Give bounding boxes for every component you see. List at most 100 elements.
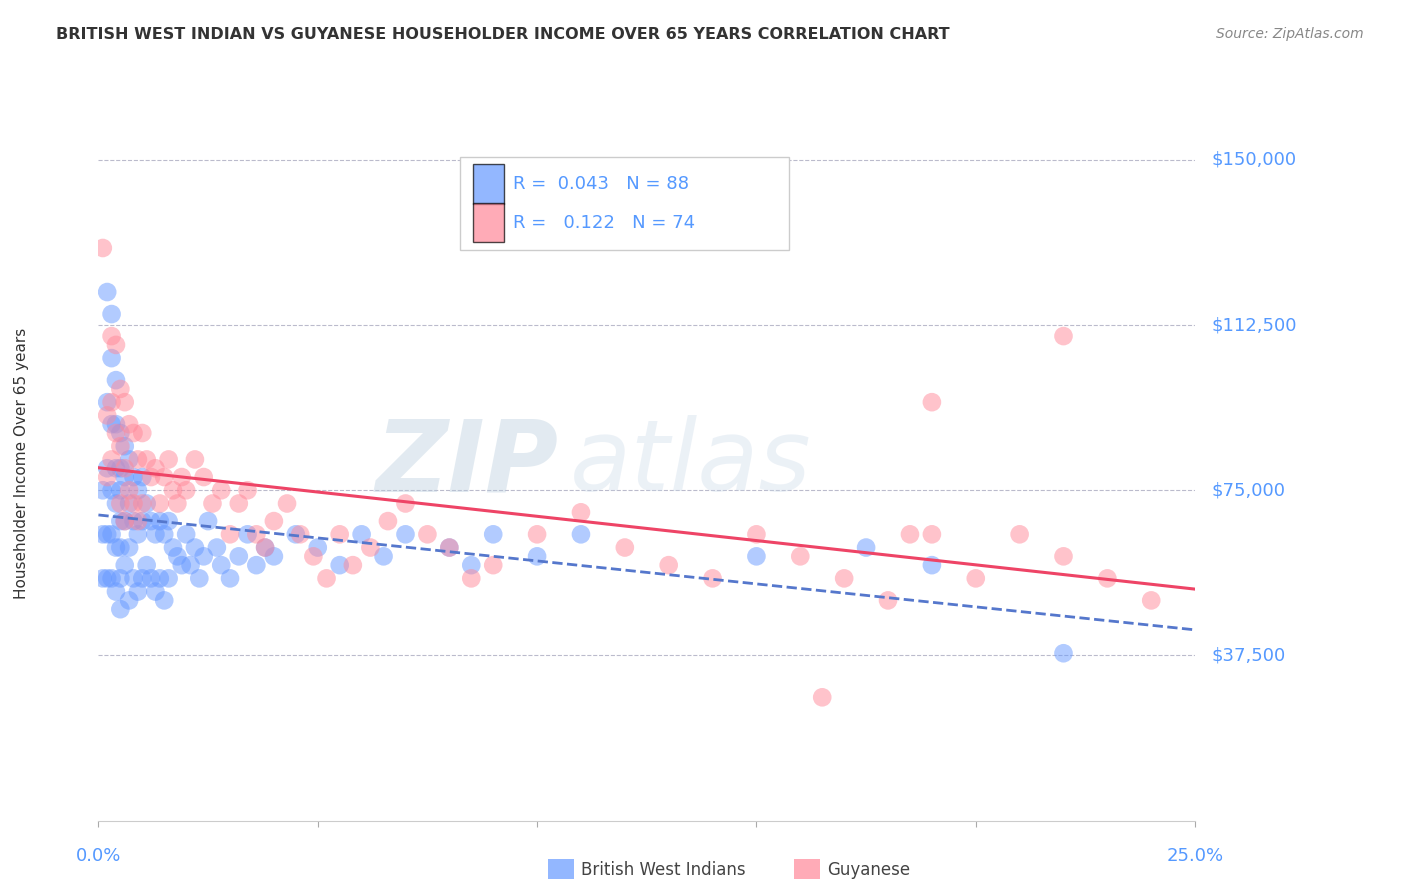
- British West Indians: [127, 483, 149, 498]
- Guyanese: [1052, 329, 1074, 343]
- British West Indians: [482, 527, 505, 541]
- Guyanese: [245, 527, 267, 541]
- British West Indians: [127, 527, 149, 541]
- British West Indians: [284, 527, 307, 541]
- British West Indians: [149, 514, 172, 528]
- Guyanese: [228, 496, 250, 510]
- British West Indians: [394, 527, 416, 541]
- Guyanese: [114, 514, 136, 528]
- Guyanese: [1097, 571, 1119, 585]
- British West Indians: [254, 541, 277, 555]
- Guyanese: [153, 470, 176, 484]
- Guyanese: [110, 382, 132, 396]
- Guyanese: [131, 496, 153, 510]
- British West Indians: [110, 571, 132, 585]
- British West Indians: [104, 541, 127, 555]
- FancyBboxPatch shape: [474, 164, 505, 203]
- Guyanese: [569, 505, 592, 519]
- British West Indians: [153, 527, 176, 541]
- Guyanese: [118, 483, 141, 498]
- British West Indians: [209, 558, 232, 573]
- Guyanese: [114, 395, 136, 409]
- British West Indians: [921, 558, 943, 573]
- British West Indians: [122, 514, 145, 528]
- Text: BRITISH WEST INDIAN VS GUYANESE HOUSEHOLDER INCOME OVER 65 YEARS CORRELATION CHA: BRITISH WEST INDIAN VS GUYANESE HOUSEHOL…: [56, 27, 950, 42]
- Guyanese: [170, 470, 193, 484]
- British West Indians: [91, 571, 114, 585]
- British West Indians: [118, 496, 141, 510]
- British West Indians: [373, 549, 395, 564]
- Guyanese: [832, 571, 855, 585]
- British West Indians: [245, 558, 267, 573]
- Guyanese: [329, 527, 352, 541]
- Guyanese: [359, 541, 381, 555]
- Guyanese: [100, 329, 122, 343]
- Guyanese: [162, 483, 184, 498]
- Text: $75,000: $75,000: [1212, 482, 1286, 500]
- Text: Source: ZipAtlas.com: Source: ZipAtlas.com: [1216, 27, 1364, 41]
- British West Indians: [329, 558, 352, 573]
- Guyanese: [898, 527, 921, 541]
- Guyanese: [416, 527, 439, 541]
- British West Indians: [145, 527, 167, 541]
- British West Indians: [110, 541, 132, 555]
- Guyanese: [201, 496, 224, 510]
- Guyanese: [174, 483, 197, 498]
- British West Indians: [91, 483, 114, 498]
- Text: R =  0.043   N = 88: R = 0.043 N = 88: [513, 175, 689, 193]
- Guyanese: [377, 514, 399, 528]
- British West Indians: [131, 514, 153, 528]
- British West Indians: [145, 584, 167, 599]
- Guyanese: [658, 558, 681, 573]
- British West Indians: [114, 558, 136, 573]
- Guyanese: [122, 425, 145, 440]
- British West Indians: [219, 571, 242, 585]
- British West Indians: [170, 558, 193, 573]
- British West Indians: [526, 549, 548, 564]
- British West Indians: [1052, 646, 1074, 660]
- Guyanese: [104, 425, 127, 440]
- Guyanese: [921, 527, 943, 541]
- Text: 0.0%: 0.0%: [76, 847, 121, 865]
- Guyanese: [811, 690, 834, 705]
- Guyanese: [149, 496, 172, 510]
- Guyanese: [193, 470, 215, 484]
- Guyanese: [1008, 527, 1031, 541]
- Guyanese: [789, 549, 811, 564]
- British West Indians: [104, 496, 127, 510]
- British West Indians: [135, 558, 157, 573]
- British West Indians: [100, 307, 122, 321]
- British West Indians: [460, 558, 482, 573]
- British West Indians: [439, 541, 461, 555]
- Guyanese: [166, 496, 188, 510]
- Guyanese: [91, 241, 114, 255]
- Guyanese: [745, 527, 768, 541]
- Guyanese: [110, 496, 132, 510]
- British West Indians: [100, 351, 122, 365]
- Text: 25.0%: 25.0%: [1167, 847, 1223, 865]
- Guyanese: [290, 527, 312, 541]
- British West Indians: [110, 514, 132, 528]
- British West Indians: [350, 527, 373, 541]
- Text: British West Indians: British West Indians: [581, 861, 745, 879]
- Text: $37,500: $37,500: [1212, 647, 1286, 665]
- Guyanese: [315, 571, 337, 585]
- Guyanese: [342, 558, 364, 573]
- Text: ZIP: ZIP: [375, 416, 560, 512]
- FancyBboxPatch shape: [460, 157, 789, 250]
- Guyanese: [114, 461, 136, 475]
- British West Indians: [110, 461, 132, 475]
- British West Indians: [118, 452, 141, 467]
- Guyanese: [104, 338, 127, 352]
- British West Indians: [569, 527, 592, 541]
- Guyanese: [184, 452, 207, 467]
- Guyanese: [219, 527, 242, 541]
- Guyanese: [127, 514, 149, 528]
- British West Indians: [100, 483, 122, 498]
- British West Indians: [139, 514, 162, 528]
- British West Indians: [96, 527, 118, 541]
- British West Indians: [100, 571, 122, 585]
- Guyanese: [1140, 593, 1163, 607]
- Guyanese: [965, 571, 987, 585]
- British West Indians: [118, 593, 141, 607]
